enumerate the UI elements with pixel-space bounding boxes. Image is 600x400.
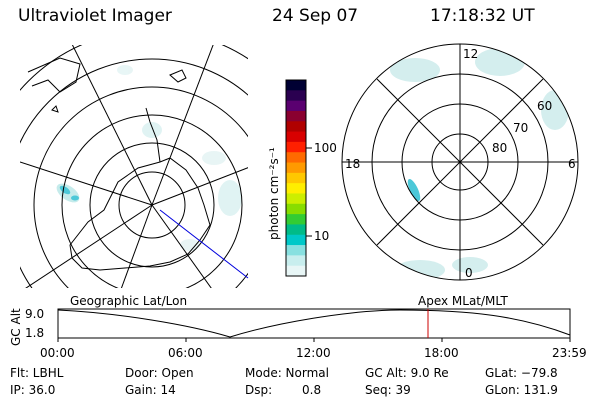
status-ip: IP: 36.0	[10, 383, 55, 397]
color-bar-segment	[286, 110, 306, 122]
mlt-label-12: 12	[463, 47, 478, 61]
coastline-antarctica	[69, 157, 211, 271]
color-bar-segment	[286, 203, 306, 215]
time-tick-1800: 18:00	[424, 346, 459, 360]
time-tick-1200: 12:00	[296, 346, 331, 360]
color-bar-segment	[286, 224, 306, 236]
time-label: 17:18:32 UT	[430, 6, 535, 26]
meridian-5	[151, 167, 248, 206]
altitude-curve	[57, 309, 571, 338]
meridian-4	[151, 45, 214, 206]
page-title: Ultraviolet Imager	[18, 6, 172, 26]
color-bar-segment	[286, 100, 306, 112]
right-map-caption: Apex MLat/MLT	[418, 294, 508, 308]
color-bar-segment	[286, 121, 306, 133]
date-label: 24 Sep 07	[272, 6, 359, 26]
coastline-peninsula	[145, 107, 161, 163]
lat-circle-2	[89, 142, 215, 268]
color-bar-segment	[286, 255, 306, 267]
color-bar-segment	[286, 141, 306, 153]
meridian-7	[120, 204, 153, 288]
color-bar-segment	[286, 234, 306, 246]
color-bar-segment	[286, 183, 306, 194]
lat-circle-4	[33, 86, 248, 288]
left-map-caption: Geographic Lat/Lon	[70, 294, 187, 308]
altitude-plot-frame	[57, 308, 571, 339]
altitude-ylabel: GC Alt	[9, 308, 23, 346]
lat-circle-3	[61, 114, 243, 288]
status-filter: Flt: LBHL	[10, 366, 64, 380]
mlat-label-70: 70	[513, 121, 528, 135]
mlt-line-diagonal-2	[376, 78, 544, 246]
lat-circle-5	[20, 58, 248, 288]
color-bar-segment	[286, 131, 306, 143]
time-tick-0000: 00:00	[40, 346, 75, 360]
color-bar-unit-label: photon cm⁻²s⁻¹	[267, 147, 281, 240]
color-bar-segment	[286, 265, 306, 277]
color-bar-segment	[286, 152, 306, 164]
status-seq: Seq: 39	[365, 383, 411, 397]
status-block: Flt: LBHL Door: Open Mode: Normal GC Alt…	[10, 366, 558, 397]
color-bar-segment	[286, 245, 306, 256]
coastline-islands	[51, 69, 187, 113]
meridian-2	[20, 161, 153, 206]
meridian-1	[71, 45, 153, 206]
color-bar-segment	[286, 90, 306, 102]
color-bar-segment	[286, 162, 306, 174]
color-bar-frame	[285, 79, 307, 277]
aurora-speckles-right	[390, 48, 569, 280]
color-bar-tick-10: 10	[314, 229, 329, 243]
meridian-6	[151, 204, 212, 288]
altitude-panel: GC Alt 9.0 1.8 Geographic Lat/Lon Apex M…	[9, 294, 587, 360]
status-dsp-value: 0.8	[302, 383, 321, 397]
mlat-label-60: 60	[537, 99, 552, 113]
geographic-map	[20, 45, 249, 288]
altitude-ytick-top: 9.0	[25, 307, 44, 321]
satellite-ground-track	[159, 209, 249, 279]
color-bar-segment	[286, 214, 306, 225]
status-gain: Gain: 14	[125, 383, 176, 397]
altitude-ytick-bottom: 1.8	[25, 326, 44, 340]
mlt-label-6: 6	[568, 157, 576, 171]
status-glon: GLon: 131.9	[485, 383, 558, 397]
color-bar-segment	[286, 80, 306, 91]
coastline-south-america	[27, 57, 81, 93]
status-gc-alt: GC Alt: 9.0 Re	[365, 366, 449, 380]
status-door: Door: Open	[125, 366, 194, 380]
time-tick-0600: 06:00	[168, 346, 203, 360]
color-bar: 100 10 photon cm⁻²s⁻¹	[267, 79, 337, 277]
status-dsp-label: Dsp:	[245, 383, 272, 397]
lat-circle-1	[118, 171, 186, 239]
apex-polar-plot: 12 18 6 0 60 70 80	[341, 43, 579, 281]
mlt-label-0: 0	[465, 266, 473, 280]
status-glat: GLat: −79.8	[485, 366, 558, 380]
color-bar-segment	[286, 193, 306, 205]
color-bar-segment	[286, 172, 306, 184]
status-mode: Mode: Normal	[245, 366, 329, 380]
aurora-core-left	[59, 185, 79, 201]
aurora-speckles-left	[56, 65, 242, 251]
mlt-label-18: 18	[345, 157, 360, 171]
aurora-core-right	[407, 178, 421, 202]
meridian-3	[25, 204, 153, 288]
time-tick-2359: 23:59	[552, 346, 587, 360]
mlat-label-80: 80	[492, 141, 507, 155]
color-bar-tick-100: 100	[314, 141, 337, 155]
